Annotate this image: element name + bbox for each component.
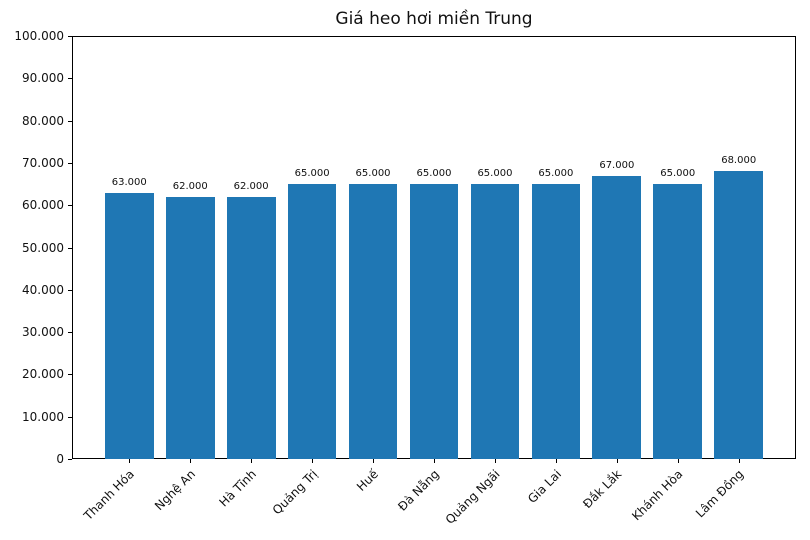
bar bbox=[531, 184, 581, 459]
y-tick-label: 80.000 bbox=[22, 113, 64, 128]
bar bbox=[165, 196, 215, 459]
y-tick-label: 20.000 bbox=[22, 367, 64, 382]
bar bbox=[226, 196, 276, 459]
y-tick-mark bbox=[68, 247, 72, 249]
bar-value-label: 65.000 bbox=[660, 168, 696, 180]
y-tick-label: 60.000 bbox=[22, 198, 64, 213]
y-tick-label: 10.000 bbox=[22, 409, 64, 424]
x-tick-mark bbox=[312, 459, 314, 463]
y-tick-label: 90.000 bbox=[22, 71, 64, 86]
bar-value-label: 65.000 bbox=[477, 168, 513, 180]
bar-value-label: 68.000 bbox=[721, 155, 757, 167]
y-tick-label: 0 bbox=[56, 452, 64, 466]
bar bbox=[714, 171, 764, 459]
x-tick-label: Đà Nẵng bbox=[395, 467, 442, 514]
bar-value-label: 67.000 bbox=[599, 159, 635, 171]
bar-value-label: 62.000 bbox=[172, 180, 208, 192]
x-tick-label: Hà Tĩnh bbox=[216, 467, 260, 510]
y-tick-label: 30.000 bbox=[22, 325, 64, 340]
x-tick-mark bbox=[494, 459, 496, 463]
y-tick-mark bbox=[68, 205, 72, 207]
x-tick-label: Lâm Đồng bbox=[693, 467, 747, 521]
x-tick-label: Quảng Ngãi bbox=[442, 467, 503, 527]
x-tick-label: Gia Lai bbox=[524, 467, 564, 507]
y-tick-mark bbox=[68, 459, 72, 460]
bar bbox=[104, 192, 154, 459]
x-tick-label: Khánh Hòa bbox=[629, 467, 686, 524]
y-tick-mark bbox=[68, 289, 72, 291]
bar bbox=[409, 184, 459, 459]
x-tick-label: Nghệ An bbox=[152, 467, 199, 514]
y-tick-label: 100.000 bbox=[14, 29, 64, 43]
x-tick-mark bbox=[434, 459, 435, 463]
x-tick-label: Quảng Trị bbox=[269, 467, 321, 518]
y-tick-label: 50.000 bbox=[22, 240, 64, 255]
chart-title: Giá heo hơi miền Trung bbox=[335, 9, 533, 29]
x-tick-mark bbox=[129, 459, 131, 463]
bar-value-label: 62.000 bbox=[233, 180, 269, 192]
bar-value-label: 65.000 bbox=[416, 168, 452, 180]
x-tick-label: Đắk Lắk bbox=[580, 467, 625, 512]
y-tick-mark bbox=[68, 416, 72, 418]
bar bbox=[287, 184, 337, 459]
y-tick-mark bbox=[68, 332, 72, 334]
bar bbox=[592, 175, 642, 459]
x-tick-label: Huế bbox=[354, 467, 381, 494]
bar bbox=[470, 184, 520, 459]
x-tick-label: Thanh Hóa bbox=[81, 467, 138, 523]
x-tick-mark bbox=[555, 459, 557, 463]
y-tick-mark bbox=[68, 162, 72, 164]
bar bbox=[653, 184, 703, 459]
x-tick-mark bbox=[616, 459, 618, 463]
x-tick-mark bbox=[251, 459, 253, 463]
y-tick-label: 40.000 bbox=[22, 282, 64, 297]
y-tick-label: 70.000 bbox=[22, 155, 64, 170]
bar-value-label: 65.000 bbox=[355, 168, 391, 180]
x-tick-mark bbox=[738, 459, 740, 463]
y-tick-mark bbox=[68, 120, 72, 122]
x-tick-mark bbox=[677, 459, 679, 463]
bar-value-label: 65.000 bbox=[538, 168, 574, 180]
y-tick-mark bbox=[68, 374, 72, 376]
x-tick-mark bbox=[190, 459, 192, 463]
bar bbox=[348, 184, 398, 459]
y-tick-mark bbox=[68, 78, 72, 80]
bar-value-label: 65.000 bbox=[294, 168, 330, 180]
y-tick-mark bbox=[68, 36, 72, 37]
bar-value-label: 63.000 bbox=[111, 176, 147, 188]
x-tick-mark bbox=[373, 459, 375, 463]
